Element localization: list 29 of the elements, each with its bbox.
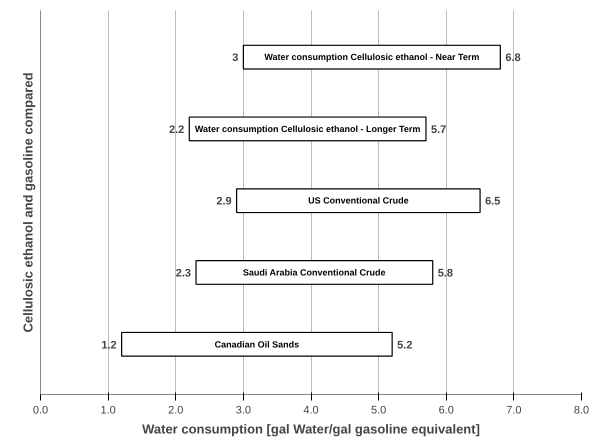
annotation: 2.2 xyxy=(168,124,184,136)
x-tick-label: 1.0 xyxy=(100,404,116,416)
x-tick-label: 0.0 xyxy=(32,404,48,416)
x-tick-label: 8.0 xyxy=(574,404,590,416)
y-tick-label: Canadian Oil Sands xyxy=(214,339,300,350)
y-axis-title: Cellulosic ethanol and gasoline compared xyxy=(20,72,36,333)
x-tick-label: 6.0 xyxy=(438,404,454,416)
y-tick-label: Water consumption Cellulosic ethanol - Near Term xyxy=(264,52,480,62)
bar xyxy=(236,188,481,214)
x-tick-label: 7.0 xyxy=(506,404,522,416)
annotation: 6.8 xyxy=(505,52,521,64)
x-tick-label: 3.0 xyxy=(236,404,252,416)
annotation: 5.2 xyxy=(397,339,412,352)
annotation: 1.2 xyxy=(101,339,117,352)
annotation: 2.3 xyxy=(176,267,192,280)
x-tick-label: 4.0 xyxy=(303,404,319,416)
y-tick-label: Saudi Arabia Conventional Crude xyxy=(242,267,386,278)
bar xyxy=(195,260,434,285)
annotation: 2.9 xyxy=(216,196,232,208)
x-tick-label: 2.0 xyxy=(168,404,184,416)
bar xyxy=(121,332,393,357)
x-tick-label: 5.0 xyxy=(370,404,386,416)
annotation: 6.5 xyxy=(485,196,500,208)
annotation: 5.7 xyxy=(430,124,446,136)
x-axis-title: Water consumption [gal Water/gal gasoline equivalent] xyxy=(142,422,480,436)
y-tick-label: Water consumption Cellulosic ethanol - Longer Term xyxy=(194,124,420,134)
annotation: 5.8 xyxy=(438,267,454,280)
annotation: 3 xyxy=(232,52,238,64)
y-tick-label: US Conventional Crude xyxy=(308,196,409,206)
